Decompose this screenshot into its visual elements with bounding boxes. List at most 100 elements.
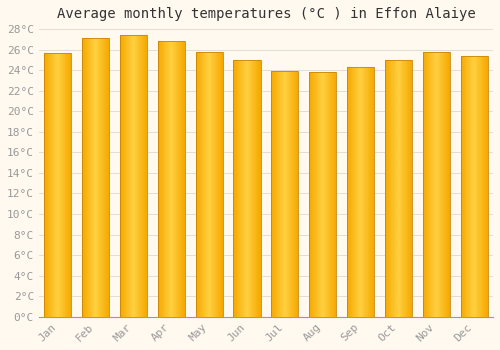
Bar (275, 71, 276, 317)
Bar (396, 60, 397, 317)
Bar (168, 41, 169, 317)
Bar (120, 35, 147, 317)
Bar (443, 52, 444, 317)
Bar (293, 71, 294, 317)
Bar (442, 52, 443, 317)
Bar (391, 60, 392, 317)
Bar (428, 52, 429, 317)
Bar (97, 38, 98, 317)
Bar (214, 52, 215, 317)
Bar (462, 56, 463, 317)
Bar (310, 72, 312, 317)
Bar (370, 67, 371, 317)
Bar (353, 67, 354, 317)
Bar (63, 53, 64, 317)
Bar (319, 72, 320, 317)
Bar (387, 60, 388, 317)
Bar (165, 41, 166, 317)
Bar (141, 35, 142, 317)
Bar (407, 60, 408, 317)
Bar (245, 60, 246, 317)
Bar (91, 38, 92, 317)
Bar (274, 71, 275, 317)
Bar (127, 35, 128, 317)
Bar (429, 52, 430, 317)
Bar (473, 56, 474, 317)
Bar (106, 38, 107, 317)
Bar (254, 60, 255, 317)
Bar (211, 52, 212, 317)
Bar (92, 38, 93, 317)
Bar (397, 60, 398, 317)
Bar (220, 52, 221, 317)
Bar (324, 72, 325, 317)
Bar (251, 60, 252, 317)
Bar (438, 52, 439, 317)
Bar (48, 53, 49, 317)
Bar (425, 52, 426, 317)
Bar (255, 60, 256, 317)
Bar (121, 35, 122, 317)
Bar (446, 52, 447, 317)
Bar (364, 67, 365, 317)
Bar (347, 67, 374, 317)
Bar (66, 53, 67, 317)
Bar (325, 72, 326, 317)
Bar (318, 72, 319, 317)
Bar (196, 52, 197, 317)
Bar (210, 52, 211, 317)
Bar (170, 41, 171, 317)
Bar (357, 67, 358, 317)
Bar (371, 67, 372, 317)
Bar (285, 71, 286, 317)
Bar (88, 38, 89, 317)
Bar (315, 72, 316, 317)
Bar (163, 41, 164, 317)
Bar (215, 52, 216, 317)
Bar (368, 67, 370, 317)
Bar (182, 41, 184, 317)
Bar (208, 52, 209, 317)
Bar (132, 35, 133, 317)
Bar (330, 72, 331, 317)
Bar (466, 56, 467, 317)
Bar (124, 35, 126, 317)
Bar (102, 38, 103, 317)
Bar (322, 72, 324, 317)
Bar (236, 60, 237, 317)
Bar (279, 71, 280, 317)
Bar (204, 52, 205, 317)
Bar (54, 53, 55, 317)
Bar (386, 60, 387, 317)
Bar (403, 60, 404, 317)
Bar (356, 67, 357, 317)
Bar (283, 71, 284, 317)
Bar (242, 60, 243, 317)
Bar (144, 35, 145, 317)
Bar (58, 53, 59, 317)
Bar (239, 60, 240, 317)
Bar (467, 56, 468, 317)
Bar (257, 60, 258, 317)
Bar (401, 60, 402, 317)
Bar (130, 35, 132, 317)
Bar (483, 56, 484, 317)
Bar (84, 38, 85, 317)
Bar (359, 67, 360, 317)
Bar (272, 71, 273, 317)
Bar (169, 41, 170, 317)
Bar (470, 56, 471, 317)
Bar (67, 53, 68, 317)
Title: Average monthly temperatures (°C ) in Effon Alaiye: Average monthly temperatures (°C ) in Ef… (56, 7, 476, 21)
Bar (313, 72, 314, 317)
Bar (477, 56, 478, 317)
Bar (95, 38, 96, 317)
Bar (289, 71, 290, 317)
Bar (57, 53, 58, 317)
Bar (123, 35, 124, 317)
Bar (360, 67, 361, 317)
Bar (287, 71, 288, 317)
Bar (107, 38, 108, 317)
Bar (158, 41, 185, 317)
Bar (253, 60, 254, 317)
